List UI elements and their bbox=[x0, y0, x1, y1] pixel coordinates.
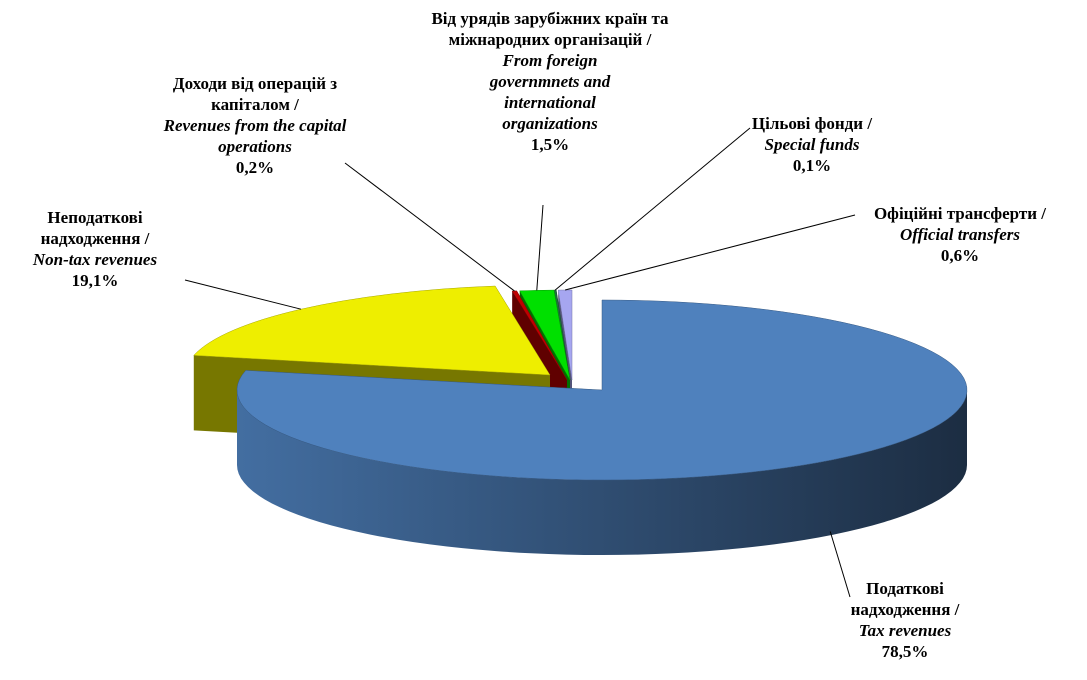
category-label: Цільові фонди / bbox=[751, 114, 873, 133]
leader-line bbox=[344, 162, 515, 292]
slice-label: Доходи від операцій з капіталом / Revenue… bbox=[135, 73, 375, 178]
value-label: 0,6% bbox=[940, 246, 980, 265]
category-label: Податкові надходження / bbox=[850, 579, 960, 619]
slice-label: Від урядів зарубіжних країн та міжнародн… bbox=[425, 8, 675, 155]
value-label: 0,2% bbox=[235, 158, 275, 177]
slice-label: Неподаткові надходження / Non-tax revenue… bbox=[5, 207, 185, 291]
category-label: Доходи від операцій з капіталом / bbox=[172, 74, 338, 114]
category-label: Неподаткові надходження / bbox=[40, 208, 150, 248]
slice-label: Податкові надходження / Tax revenues 78,5% bbox=[815, 578, 995, 662]
category-label: Від урядів зарубіжних країн та міжнародн… bbox=[431, 9, 669, 49]
category-label: From foreign governmnets and internation… bbox=[489, 51, 611, 133]
category-label: Офіційні трансферти / bbox=[873, 204, 1047, 223]
slice-label: Офіційні трансферти / Official transfers 0… bbox=[865, 203, 1055, 266]
leader-line bbox=[536, 204, 544, 291]
slice bbox=[236, 299, 968, 481]
slice-outer-side bbox=[237, 390, 967, 555]
category-label: Revenues from the capital operations bbox=[163, 116, 347, 156]
category-label: Special funds bbox=[764, 135, 860, 154]
slice-label: Цільові фонди / Special funds 0,1% bbox=[722, 113, 902, 176]
slice bbox=[557, 289, 573, 381]
leader-line bbox=[564, 214, 856, 291]
leader-line bbox=[829, 531, 851, 598]
value-label: 1,5% bbox=[530, 135, 570, 154]
category-label: Non-tax revenues bbox=[32, 250, 158, 269]
leader-line bbox=[184, 279, 302, 310]
category-label: Official transfers bbox=[899, 225, 1021, 244]
value-label: 78,5% bbox=[881, 642, 929, 661]
value-label: 19,1% bbox=[71, 271, 119, 290]
leader-line bbox=[554, 127, 751, 291]
value-label: 0,1% bbox=[792, 156, 832, 175]
slice bbox=[511, 290, 568, 381]
category-label: Tax revenues bbox=[858, 621, 952, 640]
